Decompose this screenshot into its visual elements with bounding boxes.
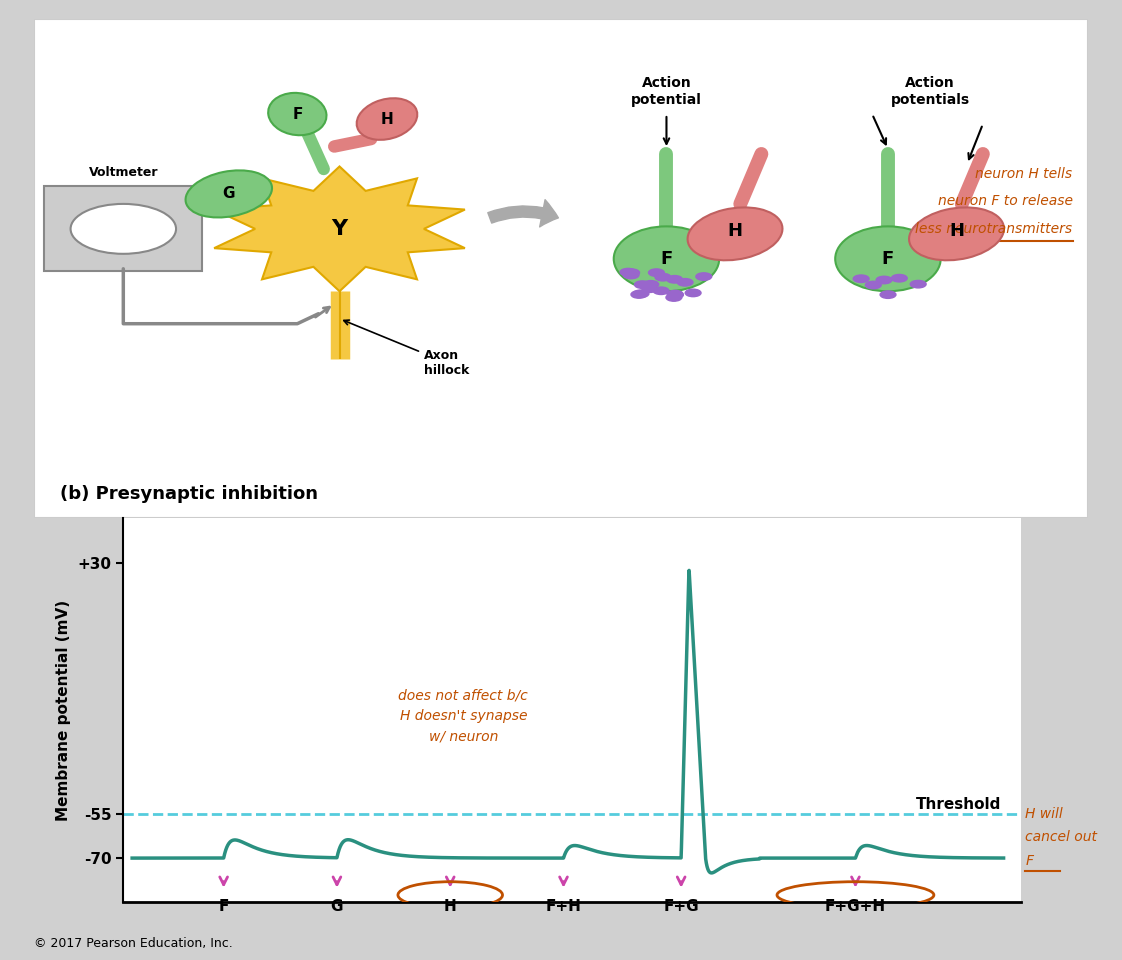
- Circle shape: [653, 287, 669, 295]
- Text: cancel out: cancel out: [1026, 830, 1097, 845]
- Text: F: F: [882, 250, 894, 268]
- Text: G: G: [222, 186, 234, 202]
- Text: Y: Y: [331, 219, 348, 239]
- Text: H: H: [444, 900, 457, 915]
- Circle shape: [623, 272, 638, 278]
- Text: does not affect b/c: does not affect b/c: [398, 688, 528, 703]
- Circle shape: [71, 204, 176, 253]
- Ellipse shape: [688, 207, 782, 260]
- Circle shape: [876, 276, 892, 284]
- Text: less neurotransmitters: less neurotransmitters: [916, 222, 1073, 236]
- Circle shape: [853, 275, 870, 282]
- FancyBboxPatch shape: [34, 19, 1088, 518]
- Circle shape: [624, 269, 640, 276]
- Text: Voltmeter: Voltmeter: [89, 166, 158, 179]
- Ellipse shape: [357, 98, 417, 140]
- Circle shape: [668, 290, 683, 298]
- Text: © 2017 Pearson Education, Inc.: © 2017 Pearson Education, Inc.: [34, 937, 232, 950]
- FancyBboxPatch shape: [44, 186, 202, 272]
- Text: F+G: F+G: [663, 900, 699, 915]
- Text: G: G: [331, 900, 343, 915]
- Polygon shape: [214, 166, 465, 291]
- Text: Axon
hillock: Axon hillock: [343, 320, 469, 376]
- Text: H doesn't synapse: H doesn't synapse: [399, 709, 527, 723]
- Text: F: F: [1026, 854, 1033, 868]
- Circle shape: [655, 274, 671, 281]
- Text: neuron H tells: neuron H tells: [975, 167, 1073, 180]
- Circle shape: [666, 294, 682, 301]
- Circle shape: [880, 291, 896, 299]
- Y-axis label: Membrane potential (mV): Membrane potential (mV): [56, 600, 71, 821]
- Circle shape: [633, 290, 649, 298]
- Text: Action
potential: Action potential: [631, 77, 702, 107]
- Text: F+G+H: F+G+H: [825, 900, 886, 915]
- Text: H: H: [727, 223, 743, 240]
- Text: w/ neuron: w/ neuron: [429, 730, 498, 744]
- Circle shape: [910, 280, 926, 288]
- Text: F: F: [292, 107, 303, 122]
- Circle shape: [649, 269, 664, 276]
- Circle shape: [643, 280, 659, 288]
- Circle shape: [891, 275, 908, 282]
- Text: neuron F to release: neuron F to release: [938, 195, 1073, 208]
- Circle shape: [620, 269, 636, 276]
- Circle shape: [696, 273, 711, 280]
- Text: H: H: [380, 111, 394, 127]
- Ellipse shape: [185, 170, 272, 218]
- Ellipse shape: [835, 227, 940, 291]
- Circle shape: [686, 289, 701, 297]
- FancyArrowPatch shape: [488, 200, 559, 227]
- Circle shape: [642, 285, 657, 293]
- Text: H will: H will: [1026, 806, 1064, 821]
- Circle shape: [678, 278, 693, 286]
- Text: (b) Presynaptic inhibition: (b) Presynaptic inhibition: [59, 486, 318, 503]
- Ellipse shape: [268, 93, 327, 135]
- Ellipse shape: [614, 227, 719, 291]
- Text: Threshold: Threshold: [916, 798, 1001, 812]
- Circle shape: [631, 291, 646, 299]
- Circle shape: [668, 291, 683, 299]
- Text: Action
potentials: Action potentials: [891, 77, 969, 107]
- Ellipse shape: [909, 207, 1004, 260]
- Text: F: F: [661, 250, 672, 268]
- Circle shape: [666, 276, 682, 283]
- Text: F+H: F+H: [545, 900, 581, 915]
- Text: F: F: [219, 900, 229, 915]
- Text: H: H: [949, 223, 964, 240]
- Circle shape: [634, 281, 651, 288]
- Circle shape: [865, 281, 881, 289]
